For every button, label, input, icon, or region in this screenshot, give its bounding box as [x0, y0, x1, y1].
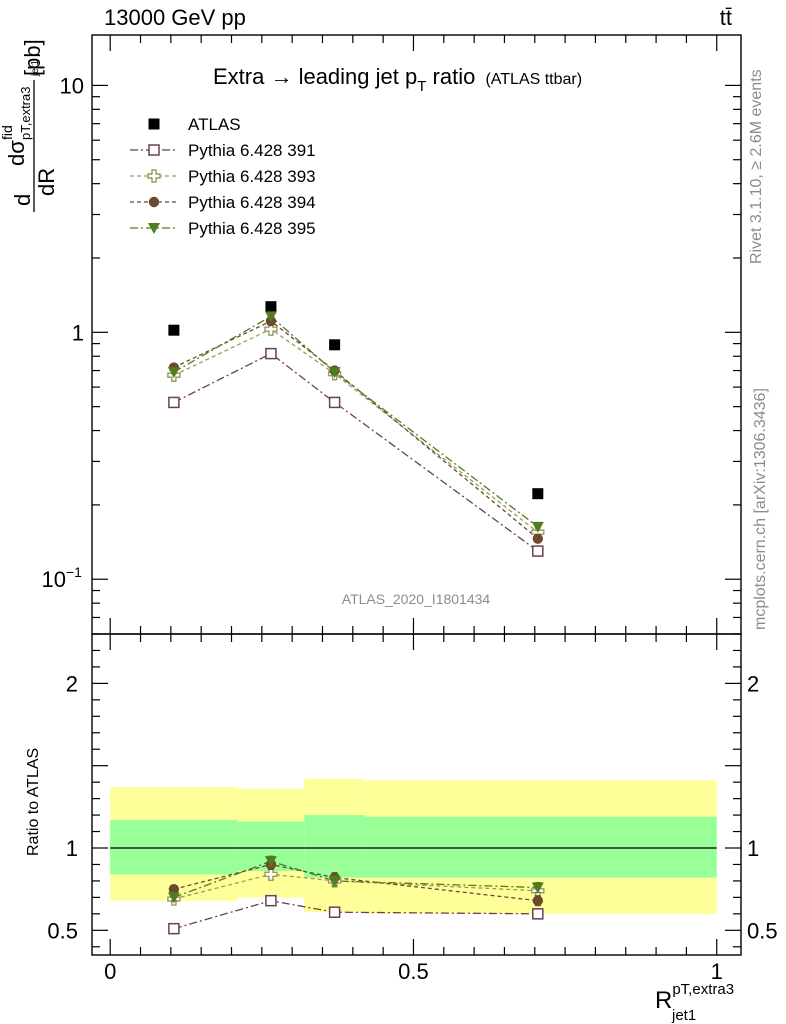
ratio-point-1-1 — [264, 867, 278, 882]
main-y-label: d dσ fid pT,extra3 jet1 dR [pb] — [0, 39, 59, 212]
ratio-line-3 — [173, 860, 538, 899]
main-series-lines — [173, 315, 539, 552]
main-line-1 — [173, 352, 539, 552]
main-point-4-1 — [264, 311, 277, 323]
y-label-sub: pT,extra3 — [18, 87, 33, 140]
header-left: 13000 GeV pp — [104, 5, 246, 30]
main-point-4-0 — [167, 367, 180, 379]
ratio-point-3-0 — [167, 892, 180, 904]
ratio-point-0-2 — [328, 906, 341, 918]
ratio-series-points — [167, 855, 545, 935]
y-label-d: d — [10, 194, 35, 206]
ratio-uncertainty-bands — [110, 778, 717, 914]
ratio-band-green-3 — [364, 816, 717, 878]
main-title-text: Extra → leading jet p — [213, 64, 417, 89]
legend-marker-4 — [148, 223, 160, 234]
main-point-1-3 — [532, 545, 544, 557]
ratio-point-2-3 — [532, 895, 544, 906]
ratio-ytick-label-right-0: 0.5 — [747, 918, 778, 943]
ratio-point-3-1 — [264, 856, 277, 868]
main-series-points — [167, 301, 545, 557]
ratio-axes: 0.5 0.5 1 1 2 2 0 0.5 1 — [47, 633, 778, 984]
ratio-y-label: Ratio to ATLAS — [25, 748, 42, 856]
ratio-line-2 — [173, 863, 538, 902]
ratio-ytick-label-left-1: 1 — [66, 836, 78, 861]
ratio-ytick-label-right-2: 2 — [747, 671, 759, 696]
main-point-0-1 — [265, 301, 277, 313]
main-point-2-1 — [264, 322, 278, 336]
y-label-subsub: jet1 — [30, 59, 41, 77]
main-point-1-0 — [168, 396, 180, 409]
ratio-plot: 0.5 0.5 1 1 2 2 0 0.5 1 — [47, 633, 778, 984]
main-title: Extra → leading jet pT ratio (ATLAS ttba… — [213, 64, 582, 95]
legend-label-3: Pythia 6.428 394 — [188, 193, 316, 212]
main-title-small: (ATLAS ttbar) — [485, 71, 582, 88]
main-ytick-label-2: 10 — [60, 73, 84, 98]
ratio-ytick-label-right-1: 1 — [747, 836, 759, 861]
x-label-main: R — [655, 987, 672, 1014]
main-ytick-label-1: 1 — [72, 320, 84, 345]
legend-marker-3 — [148, 196, 160, 208]
rivet-label: Rivet 3.1.10, ≥ 2.6M events — [748, 69, 765, 264]
main-title-tail: ratio — [426, 64, 475, 89]
y-label-dsigma: dσ — [4, 140, 29, 166]
main-point-0-0 — [168, 324, 180, 336]
ratio-ytick-label-left-0: 0.5 — [47, 918, 78, 943]
ratio-point-0-0 — [168, 922, 180, 935]
ratio-frame — [91, 633, 742, 956]
ratio-xtick-label-1: 0.5 — [398, 959, 429, 984]
ratio-point-0-1 — [265, 894, 277, 907]
x-label-sub: jet1 — [671, 1007, 696, 1024]
main-point-0-2 — [329, 339, 341, 351]
legend-label-2: Pythia 6.428 393 — [188, 167, 316, 186]
legend-label-1: Pythia 6.428 391 — [188, 141, 316, 160]
y-label-units: [pb] — [20, 39, 45, 76]
x-label-sup: pT,extra3 — [672, 981, 734, 998]
ratio-band-green-0 — [110, 820, 238, 875]
main-line-4 — [173, 315, 539, 528]
main-line-2 — [173, 328, 539, 533]
legend-label-0: ATLAS — [188, 115, 241, 134]
analysis-tag: ATLAS_2020_I1801434 — [342, 591, 491, 607]
legend-marker-1 — [148, 144, 160, 156]
main-title-sub: T — [417, 78, 426, 95]
ratio-ytick-label-left-2: 2 — [66, 671, 78, 696]
legend-marker-2 — [147, 169, 161, 183]
legend: ATLAS Pythia 6.428 391 Pythia 6.428 393 Pyt… — [130, 115, 316, 238]
ratio-line-1 — [173, 873, 538, 900]
ratio-band-green-2 — [304, 815, 365, 878]
y-label-dR: dR — [34, 168, 59, 196]
y-label-fid: fid — [0, 125, 15, 140]
ratio-line-0 — [173, 900, 538, 930]
ratio-series-lines — [173, 860, 538, 930]
ratio-xtick-label-2: 1 — [711, 959, 723, 984]
main-point-4-2 — [328, 367, 341, 379]
main-point-1-1 — [265, 347, 277, 360]
ratio-xtick-label-0: 0 — [104, 959, 116, 984]
ratio-point-2-0 — [168, 883, 180, 895]
main-point-0-3 — [532, 488, 544, 500]
main-ytick-label-0: 10 — [42, 567, 66, 592]
main-point-1-2 — [328, 396, 341, 409]
mcplots-label: mcplots.cern.ch [arXiv:1306.3436] — [752, 388, 769, 630]
header-right: tt̄ — [720, 5, 732, 30]
main-point-4-3 — [531, 521, 544, 533]
ratio-point-3-3 — [531, 882, 544, 894]
legend-label-4: Pythia 6.428 395 — [188, 219, 316, 238]
ratio-point-0-3 — [532, 908, 544, 920]
main-point-3-3 — [532, 533, 544, 544]
main-line-3 — [173, 320, 539, 540]
legend-marker-0 — [148, 118, 160, 130]
ratio-point-3-2 — [328, 875, 341, 887]
x-axis-label: RpT,extra3 — [655, 981, 734, 1014]
main-ytick-exp-0: −1 — [66, 564, 82, 580]
